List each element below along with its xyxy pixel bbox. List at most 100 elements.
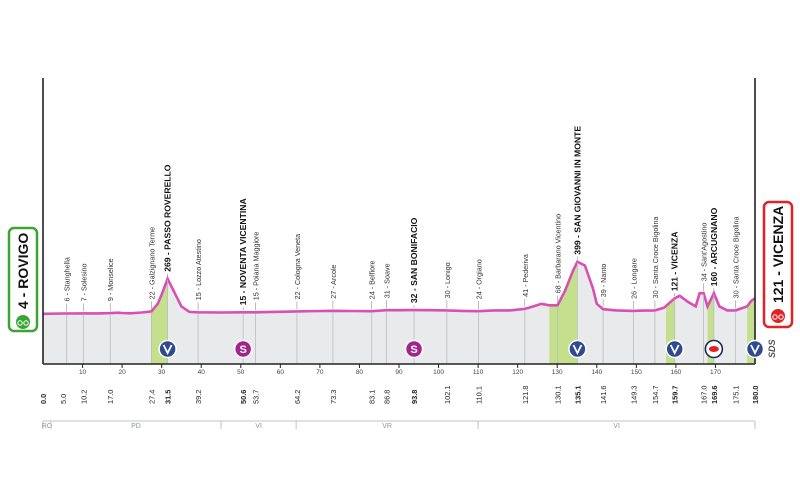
start-label: 4 - ROVIGO [15, 233, 31, 309]
finish-badge-frame [762, 200, 794, 329]
gpm-climb-icon [665, 339, 684, 359]
km-label-major: 169.6 [710, 386, 719, 405]
distance-tick-label: 10 [79, 369, 87, 376]
start-bike-wheel-icon [17, 320, 23, 326]
distance-tick-label: 90 [395, 369, 403, 376]
point-label-major: 15 - NOVENTA VICENTINA [238, 198, 248, 305]
km-label: 10.2 [79, 390, 88, 404]
km-label: 86.8 [382, 390, 391, 404]
point-label: 7 - Solesino [79, 263, 88, 301]
gpm-chevron-icon [162, 344, 173, 356]
distance-ticks: 10 20 30 40 50 60 70 80 90 100 110 120 130 140 150 160 1… [79, 364, 721, 376]
distance-tick-label: 140 [591, 369, 602, 376]
point-label: 6 - Stanghella [63, 257, 72, 301]
distance-tick-label: 120 [512, 369, 523, 376]
km-label: 110.1 [475, 386, 484, 404]
km-labels: 0.0 5.0 10.2 17.0 27.4 31.5 39.2 50.6 53.7 64.2 73… [39, 386, 760, 405]
gpm-climb-icon [568, 339, 587, 359]
km-label-major: 180.0 [751, 386, 760, 405]
province-bar: RO PD VI VR VI [42, 420, 756, 430]
km-label: 64.2 [293, 390, 302, 404]
point-label-major: 121 - VICENZA [670, 232, 680, 292]
gpm-chevron-icon [750, 344, 760, 356]
point-label: 24 - Orgiano [475, 259, 484, 299]
red-bull-sun-icon [708, 346, 719, 352]
distance-tick-label: 60 [277, 369, 285, 376]
point-label-major: 32 - SAN BONIFACIO [409, 217, 419, 303]
distance-tick-label: 110 [473, 369, 484, 376]
start-badge: 4 - ROVIGO [7, 226, 39, 333]
sprint-marker-letter: S [410, 344, 417, 356]
point-label: 30 - Lonigo [443, 262, 452, 298]
point-label: 27 - Arcole [329, 264, 338, 298]
distance-tick-label: 20 [118, 369, 126, 376]
gpm-climb-icon [158, 339, 177, 359]
km-label: 83.1 [368, 390, 377, 404]
km-label: 149.3 [630, 386, 639, 405]
province-code: RO [42, 423, 53, 430]
point-label: 30 - Santa Croce Bigolina [732, 216, 741, 298]
point-label: 30 - Santa Croce Bigolina [651, 216, 660, 298]
finish-badge: 121 - VICENZA [762, 200, 794, 329]
profile-line [42, 259, 756, 316]
start-badge-frame [7, 226, 39, 333]
km-label: 73.3 [329, 390, 338, 404]
distance-tick-label: 170 [710, 369, 721, 376]
km-label: 17.0 [106, 390, 115, 404]
point-label-major: 399 - SAN GIOVANNI IN MONTE [572, 126, 582, 255]
point-label-major: 160 - ARCUGNANO [709, 207, 719, 286]
km-label-major: 50.6 [239, 390, 248, 404]
point-label: 68 - Barbarano Vicentino [554, 214, 563, 293]
axes: 10 20 30 40 50 60 70 80 90 100 110 120 130 140 150 160 1… [42, 78, 756, 376]
province-code: VR [382, 423, 392, 430]
point-label: 22 - Cologna Veneta [293, 234, 302, 300]
point-label: 15 - Poiana Maggiore [251, 232, 260, 301]
km-label: 175.1 [732, 386, 741, 405]
km-label: 27.4 [147, 390, 156, 404]
sprint-marker-letter: S [239, 344, 246, 356]
climb-segment [549, 261, 578, 364]
sprint-marker [404, 339, 424, 359]
km-label: 5.0 [59, 394, 68, 404]
distance-tick-label: 40 [198, 369, 206, 376]
point-label: 31 - Soave [382, 263, 391, 298]
point-labels: 6 - Stanghella 7 - Solesino 9 - Monselice 2… [63, 126, 741, 306]
gpm-climb-icon [745, 339, 765, 359]
gpm-chevron-icon [669, 344, 680, 356]
km-label-major: 135.1 [573, 386, 582, 405]
distance-tick-label: 130 [552, 369, 563, 376]
point-label: 39 - Nanto [599, 264, 608, 298]
km-label: 102.1 [443, 386, 452, 405]
sprint-marker [233, 339, 253, 359]
point-label-major: 269 - PASSO ROVERELLO [163, 164, 173, 272]
km-label: 130.1 [554, 386, 563, 405]
distance-tick-label: 70 [316, 369, 324, 376]
point-label: 34 - Sant'Agostino [700, 223, 709, 282]
sds-label: SDS [767, 339, 777, 358]
start-bike-wheel-icon [23, 320, 29, 326]
point-label: 26 - Longare [630, 258, 639, 299]
distance-tick-label: 150 [631, 369, 642, 376]
km-label: 154.7 [651, 386, 660, 405]
province-code: PD [131, 423, 141, 430]
finish-bike-wheel-icon [778, 314, 784, 320]
km-label-major: 159.7 [671, 386, 680, 405]
km-label: 39.2 [194, 390, 203, 404]
province-code: VI [613, 423, 620, 430]
point-label: 15 - Lozzo Atestino [194, 239, 203, 300]
km-label-major: 31.5 [164, 390, 173, 404]
km-label: 121.8 [521, 386, 530, 405]
point-label: 22 - Galzignano Terme [147, 227, 156, 300]
distance-tick-label: 100 [433, 369, 444, 376]
km-label: 167.0 [700, 386, 709, 405]
km-label-major: 0.0 [39, 394, 48, 404]
distance-tick-label: 80 [356, 369, 364, 376]
point-label: 41 - Pederiva [521, 254, 530, 297]
finish-bike-wheel-icon [772, 314, 778, 320]
distance-tick-label: 50 [237, 369, 245, 376]
km-label-major: 93.8 [410, 390, 419, 404]
point-label: 9 - Monselice [106, 258, 115, 301]
km-label: 53.7 [251, 390, 260, 404]
finish-label: 121 - VICENZA [770, 206, 786, 303]
